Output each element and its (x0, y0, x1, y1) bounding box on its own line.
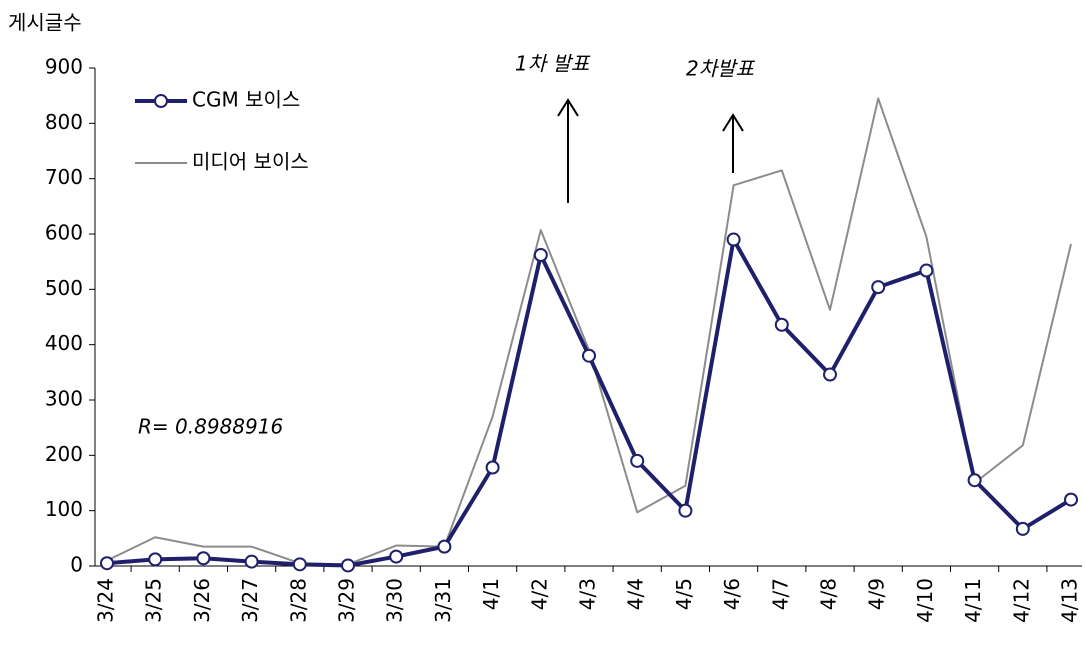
marker (919, 263, 934, 278)
marker (871, 280, 886, 295)
x-tick-label: 4/4 (624, 578, 648, 610)
annotation: 1차 발표 (515, 52, 591, 76)
y-tick-label: 200 (45, 442, 83, 466)
marker (582, 348, 596, 363)
marker (1015, 521, 1030, 536)
legend-label: 미디어 보이스 (192, 150, 309, 174)
x-tick-label: 4/13 (1058, 578, 1082, 623)
marker (148, 552, 163, 567)
marker (389, 549, 404, 564)
y-tick-label: 0 (70, 553, 83, 577)
x-tick-label: 4/12 (1009, 578, 1033, 623)
marker (485, 460, 500, 475)
annotation: R= 0.8988916 (138, 415, 283, 439)
legend-label: CGM 보이스 (192, 88, 300, 112)
arrow (557, 98, 744, 203)
x-tick-label: 3/26 (190, 578, 214, 623)
legend-marker (154, 94, 168, 108)
marker (196, 551, 211, 566)
x-tick-label: 4/7 (768, 578, 792, 610)
marker (678, 503, 693, 518)
marker (533, 248, 548, 263)
marker (774, 317, 789, 332)
y-tick-label: 400 (45, 331, 83, 355)
x-tick-label: 3/31 (431, 578, 455, 623)
marker (437, 539, 452, 554)
marker (1064, 492, 1078, 507)
x-tick-label: 4/9 (865, 578, 889, 610)
y-tick-label: 600 (45, 221, 83, 245)
x-tick-label: 3/30 (383, 578, 407, 623)
x-tick-label: 4/5 (672, 578, 696, 610)
y-tick-label: 100 (45, 497, 83, 521)
x-tick-label: 4/8 (817, 578, 841, 610)
marker (726, 232, 741, 247)
marker (967, 473, 982, 488)
y-axis-label: 게시글수 (8, 11, 82, 35)
y-tick-label: 900 (45, 55, 83, 79)
x-tick-label: 4/2 (527, 578, 551, 610)
y-tick-label: 800 (45, 110, 83, 134)
marker (823, 367, 837, 382)
y-tick-label: 500 (45, 276, 83, 300)
x-tick-label: 4/11 (961, 578, 985, 623)
marker (341, 558, 355, 573)
marker (244, 554, 259, 569)
y-tick-label: 300 (45, 387, 83, 411)
x-tick-label: 4/10 (913, 578, 937, 623)
x-tick-label: 3/24 (94, 578, 118, 623)
y-tick-label: 700 (45, 165, 83, 189)
x-tick-label: 3/27 (238, 578, 262, 623)
marker (292, 557, 307, 572)
x-tick-label: 3/25 (142, 578, 166, 623)
annotation: 2차발표 (686, 57, 756, 81)
marker (630, 453, 645, 468)
series-line (106, 237, 1073, 568)
x-tick-label: 3/29 (335, 578, 359, 623)
x-tick-label: 4/1 (479, 578, 503, 610)
marker (100, 556, 114, 571)
x-tick-label: 4/3 (576, 578, 600, 610)
x-tick-label: 3/28 (286, 578, 310, 623)
x-tick-label: 4/6 (720, 578, 744, 610)
